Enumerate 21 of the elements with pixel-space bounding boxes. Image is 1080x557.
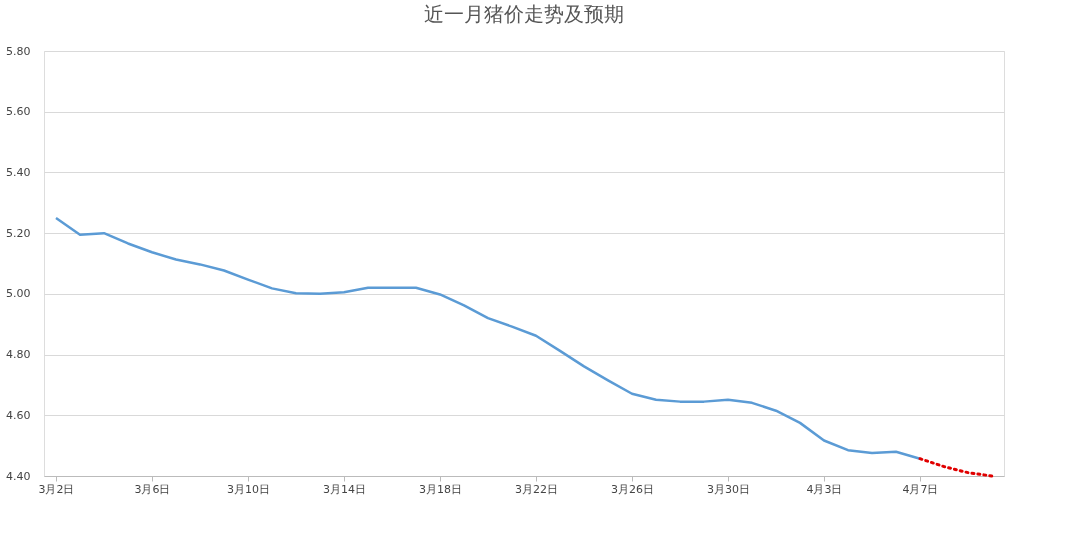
y-tick-label: 4.40 (6, 469, 31, 483)
x-tick-label: 3月22日 (515, 482, 558, 496)
x-tick-label: 3月6日 (134, 482, 171, 496)
y-tick-label: 5.00 (6, 287, 31, 301)
x-tick-label: 4月7日 (902, 482, 939, 496)
y-tick-label: 5.60 (6, 105, 31, 119)
y-tick-label: 5.20 (6, 226, 31, 240)
line-series (54, 216, 922, 460)
x-tick-label: 3月30日 (707, 482, 750, 496)
y-tick-label: 5.40 (6, 165, 31, 179)
line-series (918, 457, 994, 478)
x-tick-label: 3月18日 (419, 482, 462, 496)
x-tick-label: 4月3日 (806, 482, 843, 496)
x-tick-label: 3月26日 (611, 482, 654, 496)
y-tick-label: 4.80 (6, 348, 31, 362)
y-tick-label: 4.60 (6, 408, 31, 422)
x-tick-label: 3月14日 (323, 482, 366, 496)
x-tick-label: 3月2日 (38, 482, 75, 496)
x-tick-label: 3月10日 (227, 482, 270, 496)
chart-title: 近一月猪价走势及预期 (424, 2, 624, 26)
y-tick-label: 5.80 (6, 44, 31, 58)
